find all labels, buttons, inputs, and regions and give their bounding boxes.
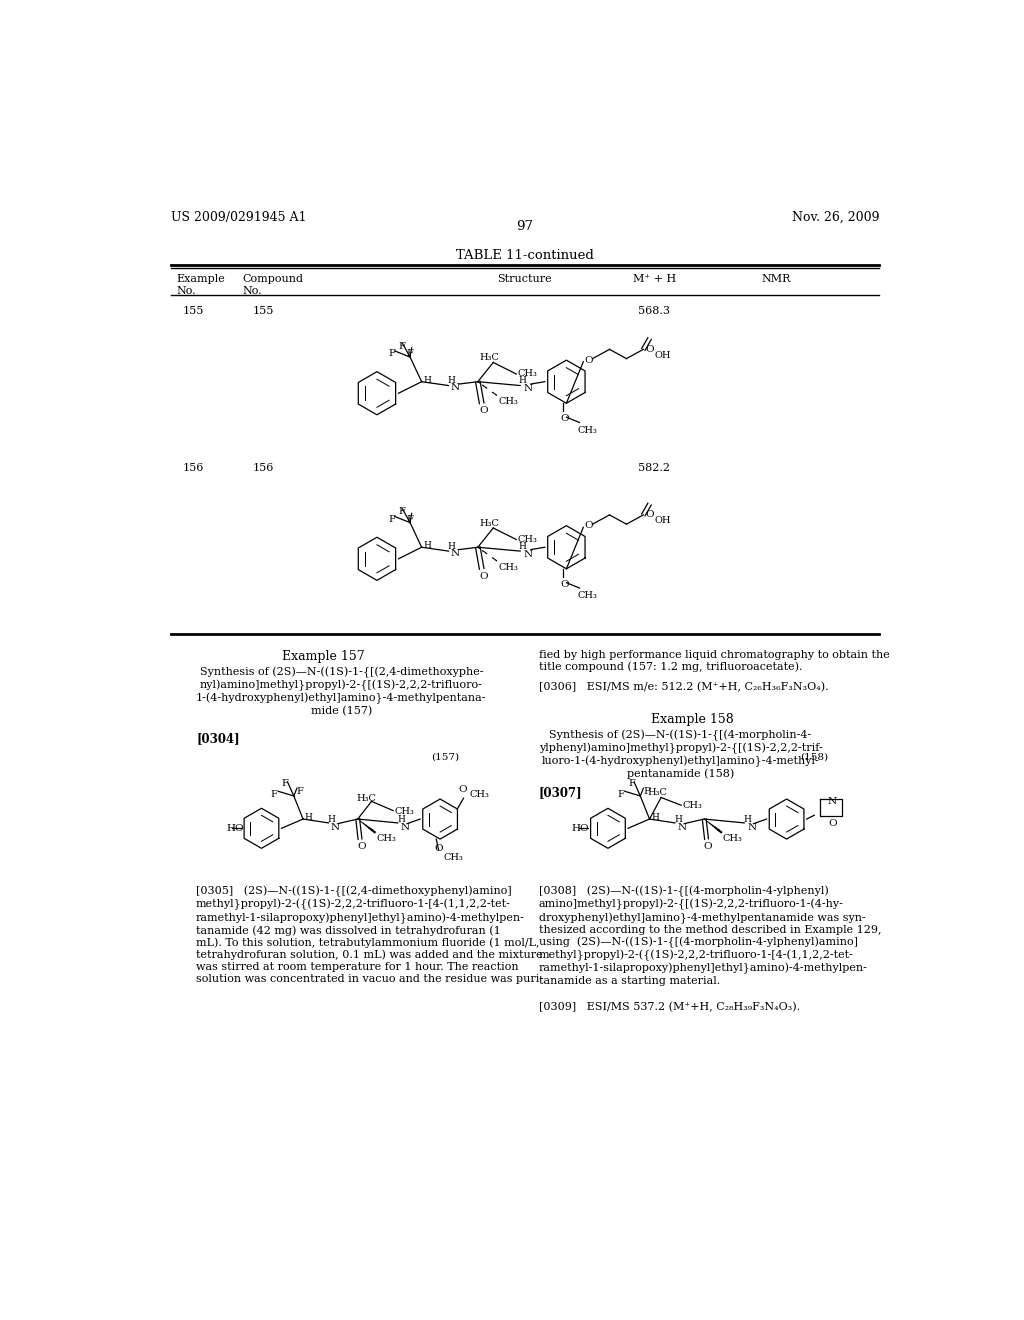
Text: Structure: Structure [498, 275, 552, 284]
Text: O: O [584, 355, 593, 364]
Text: H₃C: H₃C [647, 788, 667, 797]
Text: CH₃: CH₃ [578, 591, 598, 601]
Text: TABLE 11-continued: TABLE 11-continued [456, 249, 594, 263]
Text: H: H [328, 816, 336, 824]
Text: OH: OH [654, 516, 671, 525]
Text: N: N [827, 797, 837, 805]
Text: 582.2: 582.2 [638, 462, 670, 473]
Text: fied by high performance liquid chromatography to obtain the
title compound (157: fied by high performance liquid chromato… [539, 649, 890, 672]
Text: H₃C: H₃C [479, 354, 500, 362]
Text: CH₃: CH₃ [518, 370, 538, 379]
Text: N: N [451, 383, 460, 392]
Text: N: N [523, 549, 532, 558]
Text: Synthesis of (2S)—N-((1S)-1-{[(4-morpholin-4-
ylphenyl)amino]methyl}propyl)-2-{[: Synthesis of (2S)—N-((1S)-1-{[(4-morphol… [539, 730, 822, 780]
Text: H: H [304, 813, 312, 822]
Text: [0307]: [0307] [539, 785, 583, 799]
Text: O: O [828, 818, 837, 828]
Text: (158): (158) [801, 752, 828, 762]
Text: F: F [398, 507, 406, 516]
Text: N: N [331, 822, 340, 832]
Text: N: N [748, 822, 757, 832]
Text: CH₃: CH₃ [518, 535, 538, 544]
Text: H: H [651, 813, 659, 822]
Text: H₃C: H₃C [479, 519, 500, 528]
Text: 155: 155 [252, 306, 273, 317]
Text: O: O [459, 785, 467, 795]
Text: NMR: NMR [762, 275, 792, 284]
Text: F: F [388, 515, 395, 524]
Text: HO: HO [226, 825, 244, 833]
Text: F: F [270, 789, 278, 799]
Text: O: O [703, 842, 712, 851]
Text: 568.3: 568.3 [638, 306, 670, 317]
Text: CH₃: CH₃ [499, 397, 518, 407]
Text: [0305]   (2S)—N-((1S)-1-{[(2,4-dimethoxyphenyl)amino]
methyl}propyl)-2-({(1S)-2,: [0305] (2S)—N-((1S)-1-{[(2,4-dimethoxyph… [196, 886, 543, 983]
Text: F: F [617, 789, 624, 799]
Text: Compound
No.: Compound No. [243, 275, 303, 296]
Text: CH₃: CH₃ [469, 789, 489, 799]
Text: CH₃: CH₃ [499, 562, 518, 572]
Text: M⁺ + H: M⁺ + H [633, 275, 676, 284]
Text: H: H [423, 541, 431, 550]
Text: 97: 97 [516, 220, 534, 234]
Text: [0306]   ESI/MS m/e: 512.2 (M⁺+H, C₂₆H₃₆F₃N₃O₄).: [0306] ESI/MS m/e: 512.2 (M⁺+H, C₂₆H₃₆F₃… [539, 682, 828, 693]
Text: H₃C: H₃C [356, 793, 376, 803]
Text: O: O [560, 579, 569, 589]
Text: F: F [388, 350, 395, 358]
Text: O: O [434, 843, 442, 853]
Text: O: O [479, 572, 488, 581]
Text: H: H [674, 816, 682, 824]
Text: F: F [643, 787, 650, 796]
Text: 155: 155 [183, 306, 205, 317]
Text: [0308]   (2S)—N-((1S)-1-{[(4-morpholin-4-ylphenyl)
amino]methyl}propyl)-2-{[(1S): [0308] (2S)—N-((1S)-1-{[(4-morpholin-4-y… [539, 886, 882, 986]
Text: F: F [398, 342, 406, 351]
Text: 156: 156 [252, 462, 273, 473]
Text: N: N [523, 384, 532, 393]
Text: F: F [628, 779, 635, 788]
Text: F: F [297, 787, 304, 796]
Text: N: N [400, 822, 410, 832]
Text: O: O [584, 521, 593, 531]
Text: [0309]   ESI/MS 537.2 (M⁺+H, C₂₈H₃₉F₃N₄O₃).: [0309] ESI/MS 537.2 (M⁺+H, C₂₈H₃₉F₃N₄O₃)… [539, 1002, 800, 1012]
Text: CH₃: CH₃ [376, 834, 396, 842]
Text: H: H [397, 816, 404, 824]
Text: US 2009/0291945 A1: US 2009/0291945 A1 [171, 211, 306, 224]
Text: O: O [357, 842, 366, 851]
Text: (157): (157) [431, 752, 459, 762]
Text: Example
No.: Example No. [177, 275, 225, 296]
Text: H: H [743, 816, 752, 824]
Text: HO: HO [571, 825, 589, 833]
Text: F: F [407, 515, 413, 524]
Text: O: O [646, 345, 654, 354]
Text: H: H [518, 543, 526, 550]
Text: CH₃: CH₃ [578, 425, 598, 434]
Text: [0304]: [0304] [196, 733, 240, 744]
Text: F: F [282, 779, 289, 788]
Text: Example 157: Example 157 [282, 649, 365, 663]
Text: H: H [423, 376, 431, 384]
Text: CH₃: CH₃ [443, 853, 463, 862]
Text: CH₃: CH₃ [683, 801, 702, 810]
Text: O: O [479, 407, 488, 416]
Text: N: N [451, 549, 460, 558]
Text: OH: OH [654, 351, 671, 360]
Text: O: O [646, 511, 654, 519]
Text: 156: 156 [183, 462, 205, 473]
Text: N: N [677, 822, 686, 832]
Text: H: H [518, 376, 526, 385]
Text: F: F [407, 350, 413, 358]
Text: CH₃: CH₃ [723, 834, 742, 842]
Text: H: H [447, 376, 455, 385]
Text: Example 158: Example 158 [651, 713, 734, 726]
Text: H: H [447, 543, 455, 550]
Text: O: O [560, 414, 569, 422]
Text: CH₃: CH₃ [394, 807, 415, 816]
Text: Nov. 26, 2009: Nov. 26, 2009 [792, 211, 879, 224]
Text: Synthesis of (2S)—N-((1S)-1-{[(2,4-dimethoxyphe-
nyl)amino]methyl}propyl)-2-{[(1: Synthesis of (2S)—N-((1S)-1-{[(2,4-dimet… [196, 667, 486, 715]
